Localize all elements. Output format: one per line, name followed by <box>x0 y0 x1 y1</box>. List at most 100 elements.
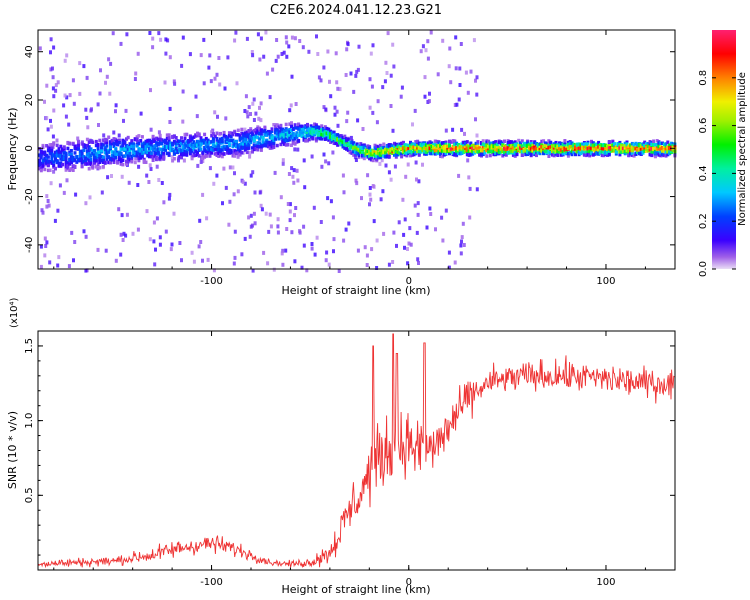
noise-cell <box>387 262 391 267</box>
noise-cell <box>326 196 330 201</box>
ridge-cell <box>570 142 574 146</box>
ridge-cell <box>110 141 114 146</box>
ridge-cell <box>504 153 508 157</box>
noise-cell <box>43 99 46 104</box>
noise-cell <box>293 147 297 152</box>
ridge-cell <box>284 143 288 147</box>
ridge-cell <box>661 146 664 150</box>
ridge-cell <box>471 151 475 156</box>
noise-cell <box>472 38 476 43</box>
noise-cell <box>49 67 53 72</box>
noise-cell <box>368 77 372 82</box>
ridge-cell <box>48 160 52 164</box>
ridge-cell <box>139 152 143 157</box>
ridge-cell <box>281 127 285 132</box>
ridge-cell <box>348 146 352 150</box>
noise-cell <box>258 190 262 195</box>
ridge-cell <box>368 149 372 154</box>
ridge-cell <box>396 144 400 149</box>
noise-cell <box>441 238 445 243</box>
ridge-cell <box>657 146 661 151</box>
ridge-cell <box>174 145 178 149</box>
ridge-cell <box>50 143 54 147</box>
ridge-cell <box>300 129 304 134</box>
ridge-cell <box>174 147 178 151</box>
noise-cell <box>124 233 128 238</box>
ridge-cell <box>77 143 80 148</box>
ridge-cell <box>235 133 238 137</box>
noise-cell <box>286 202 290 206</box>
ridge-cell <box>618 146 622 150</box>
ridge-cell <box>121 141 125 146</box>
ridge-cell <box>316 125 320 129</box>
noise-cell <box>375 266 379 270</box>
ridge-cell <box>606 147 609 152</box>
ridge-cell <box>208 141 212 145</box>
ridge-cell <box>123 147 127 151</box>
ridge-cell <box>110 153 114 158</box>
ridge-cell <box>199 147 203 151</box>
ridge-cell <box>130 154 134 159</box>
ridge-cell <box>643 140 647 145</box>
ridge-cell <box>511 153 515 157</box>
ridge-cell <box>329 140 333 144</box>
ridge-cell <box>641 146 645 150</box>
ridge-cell <box>114 142 118 146</box>
ridge-cell <box>471 149 475 154</box>
ridge-cell <box>206 148 210 152</box>
ridge-cell <box>428 146 432 150</box>
noise-cell <box>289 103 293 108</box>
ridge-cell <box>602 153 606 158</box>
ridge-cell <box>334 141 338 146</box>
noise-cell <box>329 199 333 204</box>
ridge-cell <box>50 145 54 149</box>
ridge-cell <box>440 149 444 153</box>
ridge-cell <box>52 163 56 168</box>
noise-cell <box>249 112 252 116</box>
noise-cell <box>460 239 463 244</box>
ridge-cell <box>353 145 357 149</box>
colorbar: 0.00.20.40.60.8 Normalized spectral ampl… <box>698 30 748 277</box>
noise-cell <box>329 94 333 99</box>
ridge-cell <box>588 153 592 157</box>
ridge-cell <box>128 148 132 152</box>
ridge-cell <box>156 142 160 147</box>
ridge-cell <box>227 134 231 138</box>
noise-cell <box>264 211 268 216</box>
ridge-cell <box>542 145 546 149</box>
ridge-cell <box>407 147 411 151</box>
ridge-cell <box>128 142 132 146</box>
ridge-cell <box>419 146 423 151</box>
ridge-cell <box>217 151 221 155</box>
ridge-cell <box>559 141 563 146</box>
ridge-cell <box>478 146 482 150</box>
ridge-cell <box>371 150 375 155</box>
ridge-cell <box>579 143 583 147</box>
ridge-cell <box>307 133 311 137</box>
ridge-cell <box>414 142 418 147</box>
ridge-cell <box>259 131 263 136</box>
ridge-cell <box>652 147 656 152</box>
ridge-cell <box>279 142 283 147</box>
noise-cell <box>338 87 342 92</box>
noise-cell <box>197 244 201 249</box>
noise-cell <box>236 154 240 159</box>
ridge-cell <box>274 130 278 134</box>
ridge-cell <box>369 148 373 153</box>
ridge-cell <box>105 153 109 158</box>
ridge-cell <box>146 144 150 148</box>
ridge-cell <box>661 152 664 156</box>
ridge-cell <box>78 157 82 162</box>
noise-cell <box>247 215 251 220</box>
ridge-cell <box>394 146 398 150</box>
ridge-cell <box>180 155 183 160</box>
ridge-cell <box>183 149 187 154</box>
noise-cell <box>316 52 320 56</box>
noise-cell <box>296 147 300 152</box>
ridge-cell <box>620 148 624 152</box>
ridge-cell <box>558 141 562 145</box>
ridge-cell <box>114 151 118 155</box>
ridge-cell <box>155 148 159 152</box>
ridge-cell <box>101 143 105 147</box>
ridge-cell <box>39 168 43 173</box>
